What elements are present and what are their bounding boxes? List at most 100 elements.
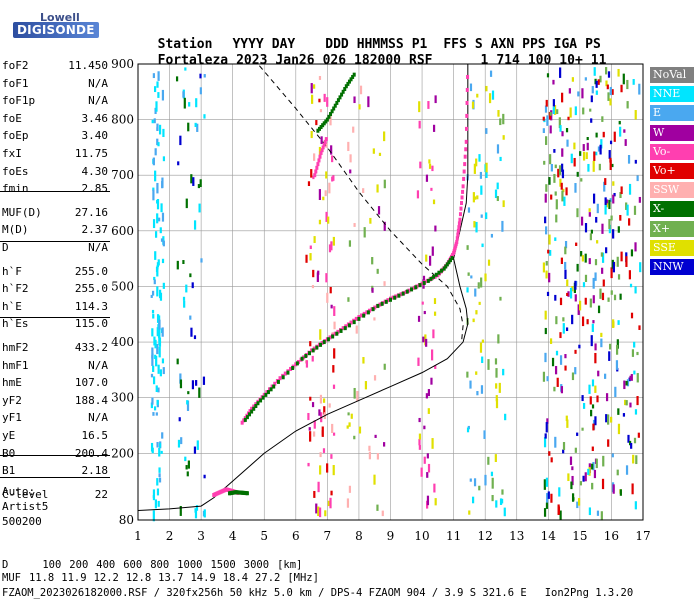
- echo-trace-mark: [547, 491, 550, 499]
- header-value: 1: [480, 53, 489, 68]
- x-tick-label: 12: [478, 529, 493, 543]
- echo-trace-mark: [320, 136, 323, 145]
- echo-trace-mark: [634, 242, 637, 252]
- echo-trace-mark: [318, 189, 321, 200]
- echo-trace-mark: [189, 273, 192, 278]
- echo-trace-mark: [633, 370, 636, 375]
- echo-trace-mark: [607, 92, 610, 101]
- echo-trace-mark: [420, 467, 423, 477]
- echo-trace-mark: [331, 423, 334, 434]
- echo-trace-mark: [605, 393, 609, 402]
- echo-trace-mark: [594, 416, 597, 426]
- echo-trace-mark: [636, 351, 639, 356]
- echo-trace-mark: [157, 71, 160, 81]
- echo-trace-mark: [203, 474, 206, 479]
- echo-trace-mark: [333, 348, 336, 359]
- echo-trace-mark: [576, 263, 579, 272]
- echo-trace-mark: [358, 104, 361, 110]
- echo-trace-mark: [353, 387, 356, 399]
- echo-trace-mark: [322, 398, 326, 403]
- x-tick-label: 1: [134, 529, 142, 543]
- echo-trace-mark: [546, 115, 549, 126]
- echo-trace-mark: [601, 223, 604, 234]
- echo-trace-mark: [592, 423, 595, 431]
- echo-trace-mark: [495, 383, 498, 389]
- echo-trace-mark: [584, 472, 587, 482]
- param-name: yE: [2, 429, 16, 442]
- param-row: hmE 107.0: [2, 376, 108, 390]
- trace-point: [366, 310, 370, 315]
- echo-trace-mark: [328, 182, 331, 194]
- echo-trace-mark: [609, 198, 612, 202]
- echo-trace-mark: [635, 455, 638, 465]
- echo-trace-mark: [639, 262, 642, 273]
- echo-trace-mark: [321, 426, 324, 437]
- param-value: 255.0: [74, 282, 108, 296]
- muf-value: [MHz]: [287, 572, 319, 584]
- trace-point: [461, 189, 465, 194]
- echo-trace-mark: [549, 112, 552, 116]
- x-tick-label: 8: [355, 529, 363, 543]
- echo-trace-mark: [627, 154, 631, 164]
- echo-trace-mark: [158, 467, 161, 473]
- echo-trace-mark: [198, 203, 201, 213]
- echo-trace-mark: [544, 327, 547, 335]
- echo-trace-mark: [503, 507, 506, 517]
- trace-point: [331, 334, 335, 339]
- echo-trace-mark: [633, 341, 636, 348]
- echo-trace-mark: [319, 452, 322, 458]
- echo-trace-mark: [601, 478, 605, 490]
- echo-trace-mark: [544, 193, 547, 203]
- echo-trace-mark: [577, 304, 580, 315]
- trace-point: [344, 84, 348, 89]
- echo-trace-mark: [327, 500, 330, 507]
- echo-trace-mark: [179, 373, 182, 384]
- echo-trace-mark: [609, 98, 612, 106]
- echo-trace-mark: [564, 246, 567, 255]
- param-row: B0 200.4: [2, 447, 108, 461]
- echo-trace-mark: [599, 288, 602, 299]
- trace-point: [319, 342, 323, 347]
- echo-trace-mark: [423, 425, 426, 430]
- echo-trace-mark: [309, 341, 312, 347]
- echo-trace-mark: [550, 163, 553, 172]
- trace-point: [347, 323, 351, 328]
- echo-trace-mark: [564, 240, 568, 249]
- trace-point: [445, 262, 449, 267]
- echo-trace-mark: [593, 67, 596, 76]
- echo-trace-mark: [162, 240, 165, 247]
- trace-point: [373, 305, 377, 310]
- echo-trace-mark: [156, 199, 159, 204]
- x-tick-label: 13: [509, 529, 524, 543]
- echo-trace-mark: [559, 332, 562, 339]
- echo-trace-mark: [478, 485, 481, 491]
- trace-point: [340, 92, 344, 97]
- trace-point: [357, 316, 361, 321]
- echo-trace-mark: [347, 141, 350, 152]
- echo-trace-mark: [620, 186, 623, 195]
- param-value: 200.4: [74, 446, 108, 460]
- header-labels-row: Station YYYY DAY DDD HHMMSS P1 FFS S AXN PPS IGA PS: [142, 22, 601, 52]
- trace-point: [362, 313, 366, 318]
- echo-trace-mark: [485, 162, 488, 174]
- trace-point: [321, 123, 325, 128]
- echo-trace-mark: [607, 439, 610, 447]
- echo-trace-mark: [153, 118, 156, 124]
- echo-trace-mark: [309, 396, 312, 401]
- echo-trace-mark: [553, 173, 556, 183]
- echo-trace-mark: [634, 286, 637, 294]
- echo-trace-mark: [581, 255, 584, 262]
- echo-trace-mark: [478, 154, 481, 162]
- echo-trace-mark: [581, 88, 584, 99]
- echo-trace-mark: [475, 221, 478, 233]
- muf-value: 14.9: [190, 572, 216, 584]
- echo-trace-mark: [479, 342, 483, 353]
- trace-point: [261, 395, 265, 400]
- echo-trace-mark: [596, 240, 599, 244]
- echo-trace-mark: [191, 380, 195, 390]
- echo-trace-mark: [310, 94, 314, 104]
- echo-trace-mark: [609, 140, 613, 145]
- param-value: 11.450: [68, 59, 108, 72]
- echo-trace-mark: [467, 272, 470, 276]
- echo-trace-mark: [616, 256, 619, 267]
